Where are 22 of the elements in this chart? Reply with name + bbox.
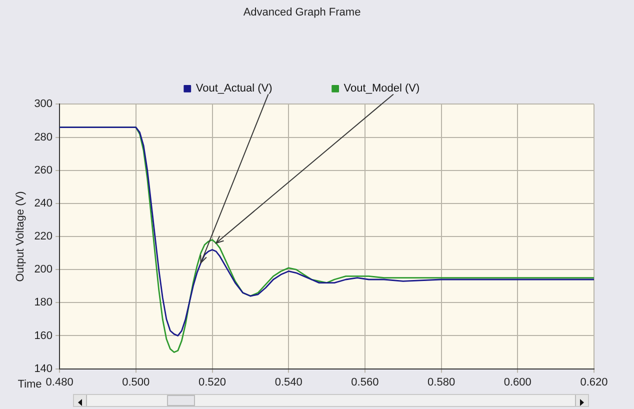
y-tick-label: 260 <box>34 164 53 176</box>
x-axis-title: Time <box>18 378 42 390</box>
legend-label: Vout_Model (V) <box>344 82 420 95</box>
x-tick-label: 0.500 <box>122 376 150 388</box>
y-tick-label: 240 <box>34 197 53 210</box>
x-tick-label: 0.480 <box>46 376 74 388</box>
x-tick-label: 0.580 <box>428 376 456 388</box>
y-tick-label: 280 <box>34 131 53 144</box>
chart-title: Advanced Graph Frame <box>243 6 361 19</box>
y-tick-label: 140 <box>34 362 53 375</box>
x-tick-label: 0.560 <box>351 376 379 388</box>
y-tick-label: 160 <box>34 330 53 342</box>
x-tick-label: 0.520 <box>198 376 226 388</box>
y-tick-label: 220 <box>34 230 53 243</box>
y-tick-label: 200 <box>34 264 53 276</box>
x-tick-label: 0.600 <box>504 376 532 388</box>
y-tick-label: 180 <box>34 296 53 309</box>
y-tick-label: 300 <box>34 98 53 110</box>
x-tick-label: 0.620 <box>580 376 608 388</box>
x-tick-label: 0.540 <box>274 376 302 388</box>
y-axis-title: Output Voltage (V) <box>14 191 27 282</box>
legend-label: Vout_Actual (V) <box>196 82 272 95</box>
